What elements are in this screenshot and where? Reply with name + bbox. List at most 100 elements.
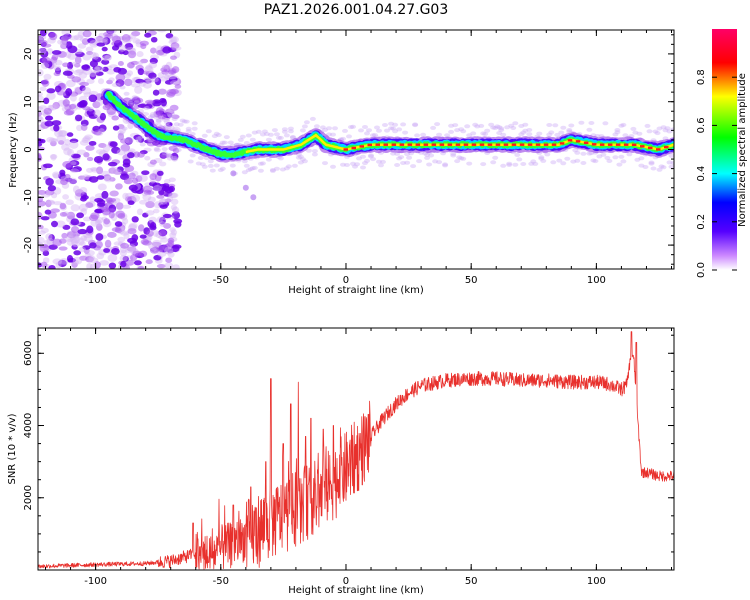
noise-point: [119, 249, 127, 257]
noise-point: [96, 42, 106, 47]
noise-point: [106, 68, 116, 75]
noise-point: [72, 185, 80, 194]
halo-point: [410, 164, 417, 169]
halo-point: [119, 85, 126, 90]
noise-point: [40, 40, 48, 45]
halo-point: [656, 126, 663, 131]
halo-point: [492, 155, 499, 160]
halo-point: [500, 132, 507, 137]
halo-point: [630, 126, 637, 131]
noise-point: [65, 41, 73, 50]
halo-point: [279, 167, 286, 172]
noise-point: [112, 125, 120, 131]
noise-point: [49, 154, 58, 160]
noise-point: [152, 246, 160, 254]
noise-point: [127, 200, 135, 206]
halo-point: [299, 157, 306, 162]
noise-point: [139, 234, 147, 239]
halo-point: [354, 162, 360, 167]
ridge-core-red: [487, 143, 493, 146]
noise-point: [80, 119, 89, 127]
ridge-core-red: [615, 143, 621, 146]
halo-point: [586, 151, 593, 156]
noise-point: [102, 31, 113, 37]
ridge-core-red: [503, 143, 509, 146]
halo-point: [390, 151, 397, 156]
halo-point: [570, 159, 577, 164]
noise-point: [96, 252, 105, 260]
noise-point: [41, 193, 51, 198]
noise-point: [111, 45, 120, 51]
colorbar-label: Normalized spectral amplitude: [737, 73, 748, 227]
noise-point: [144, 32, 152, 38]
halo-point: [213, 163, 220, 168]
noise-point: [157, 251, 167, 257]
noise-point: [167, 195, 174, 202]
noise-point: [66, 255, 74, 263]
halo-point: [382, 123, 388, 127]
noise-point: [152, 230, 159, 237]
noise-point: [131, 216, 139, 223]
halo-point: [424, 155, 431, 160]
halo-point: [578, 120, 585, 125]
noise-point: [103, 248, 111, 253]
spectrogram-ylabel: Frequency (Hz): [8, 112, 19, 188]
noise-point: [61, 143, 70, 151]
halo-point: [636, 131, 643, 136]
halo-point: [330, 132, 336, 137]
halo-point: [123, 91, 130, 96]
noise-point: [70, 168, 80, 174]
noise-point: [62, 160, 73, 168]
halo-point: [664, 126, 671, 131]
noise-point: [106, 208, 116, 213]
colorbar-gradient: [712, 29, 737, 270]
halo-point: [600, 152, 607, 157]
noise-point: [66, 211, 76, 220]
noise-point: [55, 261, 62, 269]
noise-point: [169, 88, 180, 95]
noise-point: [159, 204, 168, 209]
noise-point: [38, 47, 47, 55]
noise-point: [83, 152, 90, 158]
noise-point: [91, 167, 99, 173]
noise-point: [95, 240, 103, 249]
noise-point: [170, 55, 177, 60]
noise-point: [137, 266, 145, 269]
halo-point: [348, 125, 354, 130]
noise-point: [149, 57, 158, 65]
halo-point: [326, 126, 332, 131]
halo-point: [155, 119, 162, 124]
noise-point: [52, 173, 60, 179]
noise-point: [86, 78, 95, 84]
halo-point: [360, 165, 366, 170]
noise-point: [73, 34, 84, 41]
halo-point: [648, 160, 655, 165]
halo-point: [498, 126, 505, 131]
noise-point: [59, 169, 66, 176]
noise-point: [79, 187, 88, 194]
snr-frame: [37, 327, 675, 571]
halo-point: [269, 168, 276, 173]
noise-point: [78, 71, 88, 79]
noise-point: [53, 201, 63, 206]
halo-point: [508, 123, 515, 128]
halo-point: [436, 160, 443, 165]
ridge-core-red: [559, 142, 565, 145]
noise-point: [86, 225, 94, 234]
halo-point: [416, 159, 423, 164]
halo-point: [259, 132, 266, 137]
noise-point: [115, 183, 123, 190]
halo-point: [161, 151, 168, 156]
noise-point: [88, 254, 95, 261]
noise-point: [92, 52, 100, 60]
ridge-core-red: [471, 143, 477, 146]
noise-point: [50, 220, 59, 228]
noise-point: [102, 66, 109, 72]
noise-point: [107, 30, 117, 34]
halo-point: [217, 168, 224, 173]
halo-point: [612, 132, 619, 137]
noise-point: [48, 137, 57, 143]
halo-point: [185, 126, 192, 131]
halo-point: [400, 122, 407, 127]
noise-point: [108, 77, 115, 82]
